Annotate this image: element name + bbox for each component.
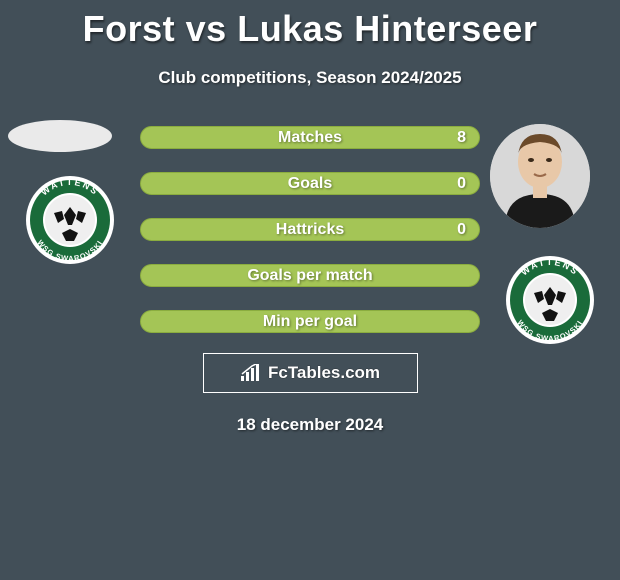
- player-avatar-left: [8, 120, 112, 152]
- page-title: Forst vs Lukas Hinterseer: [0, 0, 620, 50]
- stat-row: Matches 8: [140, 126, 480, 149]
- stat-row: Min per goal: [140, 310, 480, 333]
- chart-icon: [240, 364, 262, 382]
- watermark: FcTables.com: [203, 353, 418, 393]
- watermark-text: FcTables.com: [268, 363, 380, 383]
- club-badge-right: WATTENS WSG SWAROVSKI: [500, 255, 600, 345]
- stat-value-right: 0: [457, 221, 466, 239]
- stat-label: Goals per match: [247, 267, 372, 285]
- stat-label: Matches: [278, 129, 342, 147]
- subtitle: Club competitions, Season 2024/2025: [0, 68, 620, 88]
- club-badge-left: WATTENS WSG SWAROVSKI: [20, 175, 120, 265]
- date: 18 december 2024: [0, 415, 620, 435]
- stat-row: Goals per match: [140, 264, 480, 287]
- stat-label: Goals: [288, 175, 332, 193]
- stat-row: Hattricks 0: [140, 218, 480, 241]
- stat-label: Hattricks: [276, 221, 344, 239]
- stat-label: Min per goal: [263, 313, 357, 331]
- stat-value-right: 8: [457, 129, 466, 147]
- player-avatar-right: [490, 124, 590, 228]
- stat-value-right: 0: [457, 175, 466, 193]
- stat-row: Goals 0: [140, 172, 480, 195]
